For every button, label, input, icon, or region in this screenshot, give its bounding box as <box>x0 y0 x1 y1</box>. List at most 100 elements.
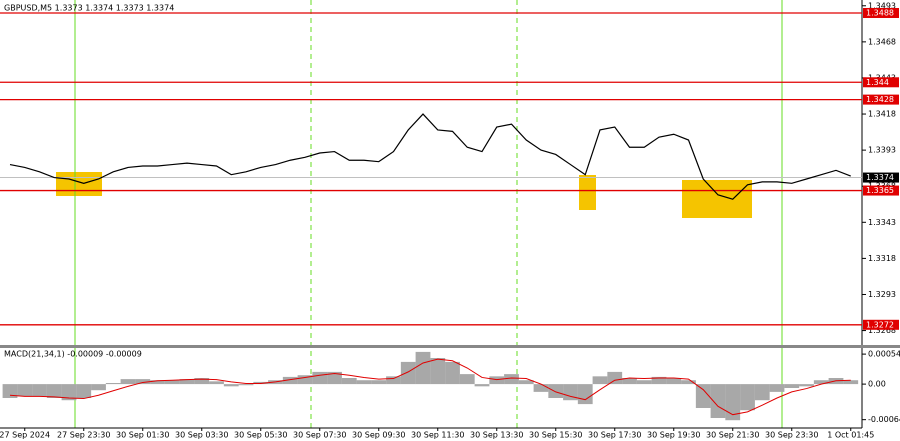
histogram-bar <box>46 384 62 398</box>
level-label-box <box>863 77 899 88</box>
histogram-bar <box>754 384 770 401</box>
histogram-bar <box>504 374 519 385</box>
histogram-bar <box>445 361 460 385</box>
x-tick-label: 1 Oct 01:45 <box>827 431 874 440</box>
histogram-bar <box>430 358 446 385</box>
histogram-bar <box>76 384 92 398</box>
histogram-bar <box>666 378 682 385</box>
histogram-bar <box>813 380 829 385</box>
histogram-bar <box>695 384 711 408</box>
histogram-bar <box>17 384 33 397</box>
level-label: 1.3428 <box>866 95 894 104</box>
histogram-bar <box>194 378 210 385</box>
level-label-box <box>863 7 899 18</box>
histogram-bar <box>533 384 549 392</box>
x-tick-label: 27 Sep 23:30 <box>57 431 110 440</box>
histogram-bar <box>415 351 431 385</box>
histogram-bar <box>518 380 534 385</box>
histogram-bar <box>799 384 814 387</box>
histogram-bar <box>592 376 608 385</box>
histogram-bar <box>253 381 269 385</box>
histogram-bar <box>61 384 77 401</box>
x-tick-label: 30 Sep 09:30 <box>352 431 405 440</box>
histogram-bar <box>209 381 224 385</box>
x-tick-label: 30 Sep 05:30 <box>234 431 287 440</box>
y-tick-label: 1.3343 <box>868 218 896 227</box>
y-tick-label: 1.3293 <box>868 290 896 299</box>
highlight-box <box>56 172 102 196</box>
histogram-bar <box>341 378 357 385</box>
y-tick-label: 1.3393 <box>868 146 896 155</box>
histogram-bar <box>371 380 387 385</box>
histogram-bar <box>164 380 180 385</box>
y-tick-label: 1.3318 <box>868 254 896 263</box>
last-price-box <box>863 172 899 183</box>
x-tick-label: 30 Sep 01:30 <box>116 431 169 440</box>
histogram-bar <box>400 361 416 385</box>
histogram-bar <box>105 383 121 385</box>
level-label: 1.3272 <box>866 320 894 329</box>
y-tick-label: 1.3418 <box>868 110 896 119</box>
histogram-bar <box>135 379 151 385</box>
x-tick-label: 27 Sep 2024 <box>0 431 50 440</box>
histogram-bar <box>282 376 298 385</box>
histogram-bar <box>474 384 490 387</box>
indicator-title: MACD(21,34,1) -0.00009 -0.00009 <box>4 350 142 359</box>
y-tick-label: 1.3493 <box>868 1 896 10</box>
histogram-bar <box>784 384 800 388</box>
histogram-bar <box>489 376 505 385</box>
y-tick-label: 1.3268 <box>868 326 896 335</box>
histogram-bar <box>607 371 623 385</box>
histogram-bar <box>459 374 475 385</box>
level-label: 1.3488 <box>866 8 894 17</box>
level-label: 1.344 <box>866 78 889 87</box>
histogram-bar <box>843 380 859 385</box>
x-tick-label: 30 Sep 17:30 <box>588 431 641 440</box>
histogram-bar <box>636 380 652 385</box>
histogram-bar <box>2 384 18 398</box>
highlight-box <box>579 175 596 210</box>
y-tick-label: 1.3468 <box>868 37 896 46</box>
histogram-bar <box>577 384 593 405</box>
level-label: 1.3365 <box>866 186 894 195</box>
x-tick-label: 30 Sep 15:30 <box>529 431 582 440</box>
histogram-bar <box>725 384 741 421</box>
price-line <box>9 113 851 200</box>
highlight-box <box>682 180 752 218</box>
x-tick-label: 30 Sep 03:30 <box>175 431 228 440</box>
level-label-box <box>863 94 899 105</box>
y-tick-label: -0.00064 <box>868 415 900 424</box>
histogram-bar <box>327 371 342 385</box>
x-tick-label: 30 Sep 23:30 <box>765 431 818 440</box>
histogram-bar <box>651 376 667 385</box>
histogram-bar <box>681 380 696 385</box>
histogram-bar <box>710 384 726 418</box>
histogram-bar <box>238 384 254 386</box>
x-tick-label: 30 Sep 19:30 <box>647 431 700 440</box>
histogram-bar <box>563 384 578 401</box>
histogram-bar <box>622 378 637 385</box>
histogram-bar <box>548 384 564 398</box>
histogram-bar <box>740 384 755 411</box>
x-tick-label: 30 Sep 07:30 <box>293 431 346 440</box>
x-tick-label: 30 Sep 13:30 <box>470 431 523 440</box>
histogram-bar <box>150 380 165 385</box>
histogram-bar <box>356 380 372 385</box>
level-label-box <box>863 319 899 330</box>
histogram-bar <box>769 384 785 392</box>
histogram-bar <box>297 375 313 385</box>
y-tick-label: 0.00 <box>868 380 886 389</box>
histogram-bar <box>312 371 328 385</box>
histogram-bar <box>120 379 136 385</box>
last-price-label: 1.3374 <box>866 173 894 182</box>
level-label-box <box>863 185 899 196</box>
chart-title: GBPUSD,M5 1.3373 1.3374 1.3373 1.3374 <box>4 4 174 13</box>
histogram-bar <box>91 384 106 391</box>
signal-line <box>9 358 851 416</box>
histogram-bar <box>32 384 47 397</box>
x-tick-label: 30 Sep 11:30 <box>411 431 464 440</box>
x-tick-label: 30 Sep 21:30 <box>706 431 759 440</box>
histogram-bar <box>223 384 239 387</box>
y-tick-label: 0.00054 <box>868 350 900 359</box>
